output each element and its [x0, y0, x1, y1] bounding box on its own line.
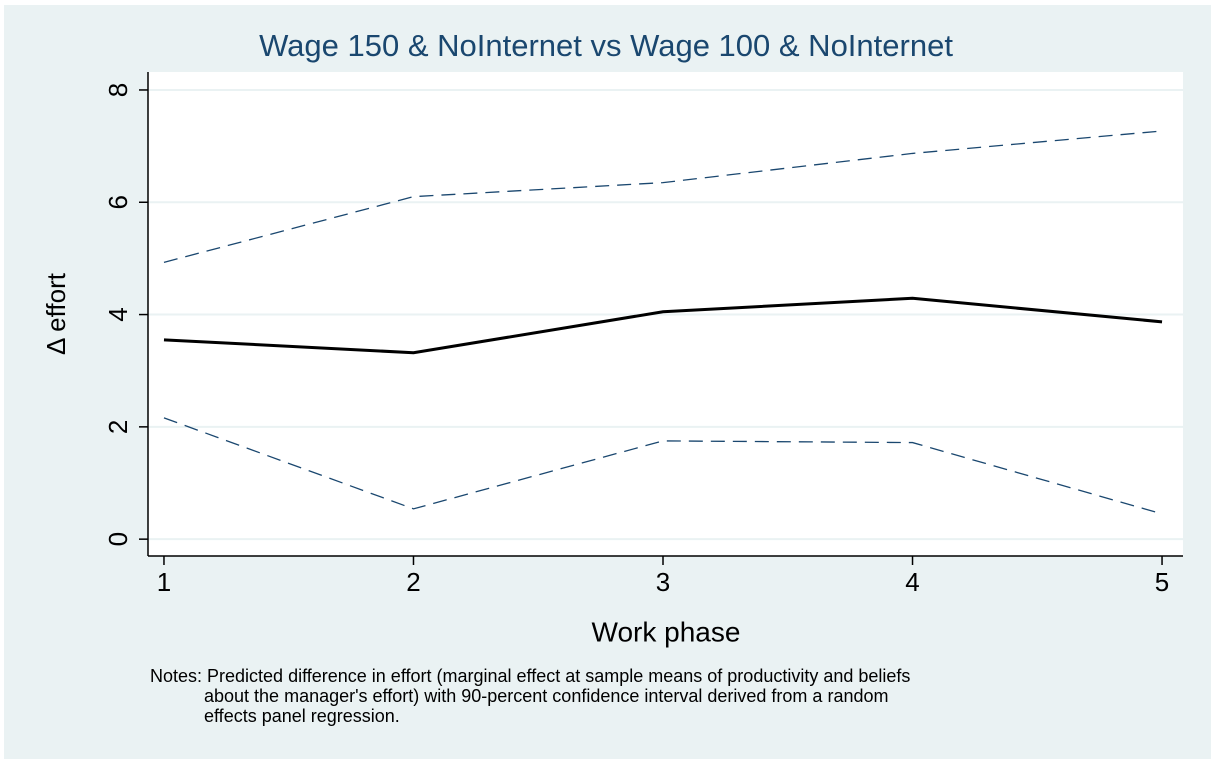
x-axis-label: Work phase [592, 616, 741, 647]
note-line: about the manager's effort) with 90-perc… [204, 686, 888, 706]
chart-title: Wage 150 & NoInternet vs Wage 100 & NoIn… [259, 28, 953, 63]
x-tick-label: 5 [1155, 567, 1169, 597]
y-tick-label: 4 [103, 307, 133, 321]
series-line [163, 417, 1163, 515]
note-line: Notes: Predicted difference in effort (m… [150, 666, 910, 686]
y-axis-label: Δ effort [41, 272, 71, 355]
y-tick-label: 8 [103, 83, 133, 97]
y-tick-label: 6 [103, 195, 133, 209]
series-line [163, 130, 1163, 263]
x-tick-label: 1 [157, 567, 171, 597]
x-tick-label: 2 [406, 567, 420, 597]
x-tick-label: 3 [656, 567, 670, 597]
y-tick-label: 0 [103, 532, 133, 546]
notes: Notes: Predicted difference in effort (m… [150, 666, 910, 726]
note-line: effects panel regression. [204, 706, 400, 726]
x-tick-label: 4 [905, 567, 919, 597]
y-tick-label: 2 [103, 420, 133, 434]
series-line [163, 296, 1163, 355]
